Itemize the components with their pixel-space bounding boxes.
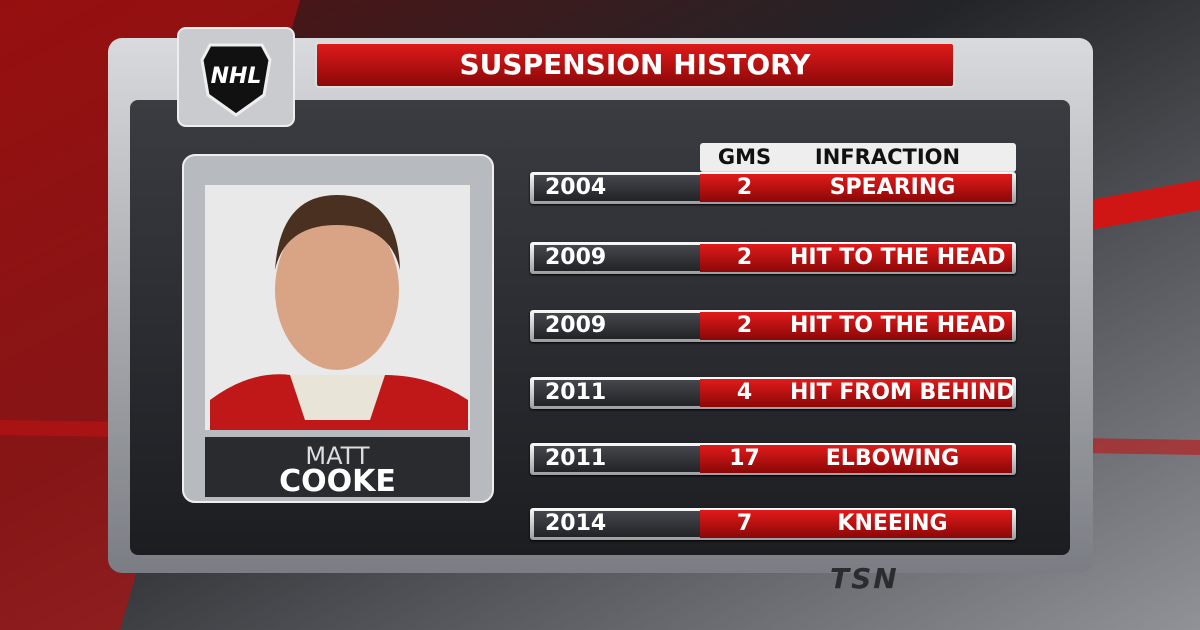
year: 2014 <box>545 511 607 536</box>
row-red-bg <box>700 445 1012 473</box>
watermark: TSN <box>830 562 899 595</box>
row-red-bg <box>700 510 1012 538</box>
games: 2 <box>736 313 753 338</box>
row-year-bg <box>534 245 700 271</box>
infraction: HIT TO THE HEAD <box>790 245 1006 270</box>
games: 4 <box>736 380 753 405</box>
row-year-bg <box>534 446 700 472</box>
row-year-bg <box>534 380 700 406</box>
infraction: KNEEING <box>837 511 948 536</box>
column-header: GMS <box>717 145 772 169</box>
year: 2009 <box>545 313 607 338</box>
infraction: SPEARING <box>829 175 956 200</box>
games: 7 <box>736 511 753 536</box>
row-year-bg <box>534 175 700 201</box>
games: 2 <box>736 175 753 200</box>
year: 2011 <box>545 380 607 405</box>
year: 2011 <box>545 446 607 471</box>
first-name: MATT <box>305 442 370 470</box>
games: 17 <box>729 446 760 471</box>
year: 2009 <box>545 245 607 270</box>
year: 2004 <box>545 175 607 200</box>
infraction: ELBOWING <box>825 446 960 471</box>
title: SUSPENSION HISTORY <box>459 48 811 81</box>
row-red-bg <box>700 174 1012 202</box>
row-red-bg <box>700 379 1012 407</box>
row-year-bg <box>534 313 700 339</box>
last-name: COOKE <box>279 464 396 499</box>
row-year-bg <box>534 511 700 537</box>
row-red-bg <box>700 244 1012 272</box>
infraction: HIT TO THE HEAD <box>790 313 1006 338</box>
row-red-bg <box>700 312 1012 340</box>
logo: NHL <box>210 64 262 89</box>
infraction: HIT FROM BEHIND <box>790 380 1015 405</box>
games: 2 <box>736 245 753 270</box>
column-header: INFRACTION <box>814 145 961 169</box>
